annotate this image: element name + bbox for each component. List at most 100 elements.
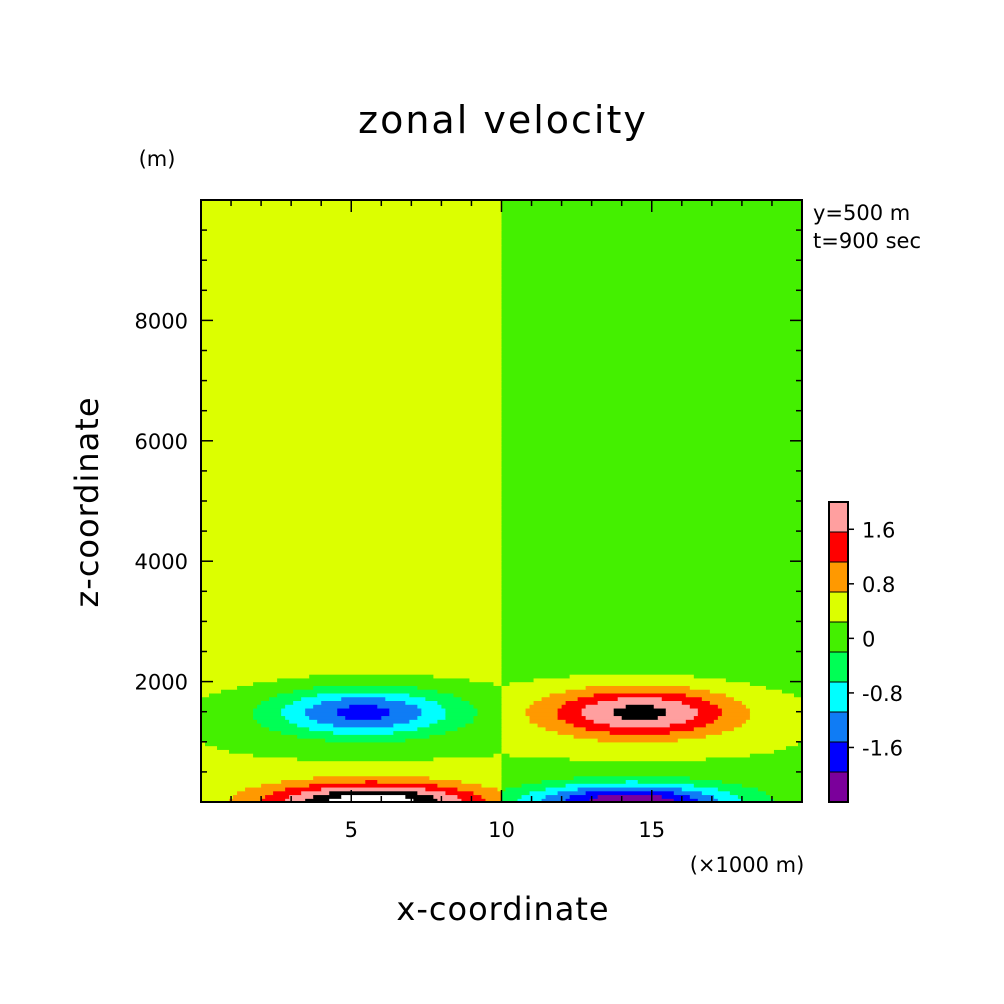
contour-band-cell xyxy=(501,741,799,747)
contour-band-cell xyxy=(637,779,723,784)
contour-band-cell xyxy=(765,790,802,796)
contour-band-cell xyxy=(501,557,802,562)
contour-band-cell xyxy=(501,531,802,536)
contour-band-cell xyxy=(501,290,802,295)
y-tick-label: 8000 xyxy=(135,309,188,333)
contour-band-cell xyxy=(497,786,503,792)
y-tick-label: 4000 xyxy=(135,550,188,574)
contour-band-cell xyxy=(201,715,254,720)
contour-band-cell xyxy=(501,403,802,408)
contour-band-cell xyxy=(201,572,503,577)
contour-band-cell xyxy=(501,572,802,577)
contour-band-cell xyxy=(501,414,802,419)
contour-band-cell xyxy=(393,722,430,728)
contour-band-cell xyxy=(261,783,310,788)
contour-band-cell xyxy=(305,707,338,713)
contour-band-cell xyxy=(541,696,579,702)
contour-band-cell xyxy=(305,798,330,802)
contour-band-cell xyxy=(501,485,802,491)
contour-band-cell xyxy=(501,342,802,348)
contour-band-cell xyxy=(501,640,802,645)
contour-band-cell xyxy=(501,388,802,393)
contour-band-cell xyxy=(201,267,503,273)
contour-band-cell xyxy=(717,715,751,720)
contour-band-cell xyxy=(201,226,503,231)
contour-band-cell xyxy=(473,790,503,796)
contour-band-cell xyxy=(621,715,659,720)
contour-band-cell xyxy=(201,252,503,258)
contour-band-cell xyxy=(201,786,246,792)
contour-band-cell xyxy=(457,726,503,732)
colorbar-tick-label: 0 xyxy=(862,627,875,651)
contour-band-cell xyxy=(201,696,270,702)
contour-band-cell xyxy=(201,617,503,622)
contour-band-cell xyxy=(741,798,775,802)
contour-band-cell xyxy=(501,226,802,231)
contour-band-cell xyxy=(329,790,418,796)
contour-band-cell xyxy=(201,534,503,540)
y-axis-label: z-coordinate xyxy=(68,396,106,607)
contour-band-cell xyxy=(745,719,802,724)
contour-band-cell xyxy=(533,677,727,683)
contour-band-cell xyxy=(253,753,495,758)
contour-band-cell xyxy=(501,696,543,702)
contour-band-cell xyxy=(569,756,707,762)
contour-band-cell xyxy=(673,790,703,796)
contour-band-cell xyxy=(501,711,527,717)
contour-band-cell xyxy=(201,523,503,528)
contour-band-cell xyxy=(201,309,503,314)
contour-band-cell xyxy=(573,775,691,781)
contour-band-cell xyxy=(421,707,447,713)
contour-band-cell xyxy=(201,324,503,329)
contour-band-cell xyxy=(201,730,282,735)
contour-band-cell xyxy=(337,707,390,713)
contour-band-cell xyxy=(501,331,802,337)
contour-band-cell xyxy=(501,749,775,754)
contour-band-cell xyxy=(201,421,503,427)
contour-band-cell xyxy=(201,410,503,416)
colorbar-segment xyxy=(828,621,849,653)
contour-band-cell xyxy=(597,700,683,705)
contour-band-cell xyxy=(501,580,802,585)
contour-band-cell xyxy=(201,531,503,536)
contour-band-cell xyxy=(201,215,503,220)
contour-band-cell xyxy=(501,489,802,495)
contour-band-cell xyxy=(501,786,507,792)
contour-band-cell xyxy=(501,508,802,513)
contour-band-cell xyxy=(565,719,595,724)
contour-band-cell xyxy=(201,501,503,506)
contour-band-cell xyxy=(441,704,475,709)
x-axis-label: x-coordinate xyxy=(396,890,609,928)
contour-band-cell xyxy=(201,279,503,284)
contour-band-cell xyxy=(589,798,675,802)
contour-band-cell xyxy=(201,734,298,739)
contour-band-cell xyxy=(201,576,503,581)
contour-band-cell xyxy=(709,700,743,705)
contour-band-cell xyxy=(581,711,615,717)
contour-band-cell xyxy=(201,327,503,333)
contour-band-cell xyxy=(685,692,727,698)
contour-band-cell xyxy=(501,677,535,683)
contour-band-cell xyxy=(501,726,547,732)
contour-band-cell xyxy=(501,418,802,423)
contour-band-cell xyxy=(501,734,575,739)
colorbar-segment xyxy=(828,651,849,683)
contour-band-cell xyxy=(501,373,802,378)
contour-band-cell xyxy=(201,335,503,340)
contour-band-cell xyxy=(713,719,747,724)
contour-band-cell xyxy=(585,715,623,720)
contour-band-cell xyxy=(429,734,503,739)
contour-band-cell xyxy=(665,711,699,717)
contour-band-cell xyxy=(545,726,587,732)
contour-band-cell xyxy=(201,433,503,438)
contour-band-cell xyxy=(501,263,802,269)
contour-band-cell xyxy=(217,745,503,750)
contour-band-cell xyxy=(709,689,783,694)
contour-band-cell xyxy=(773,798,802,802)
contour-band-cell xyxy=(501,233,802,239)
contour-band-cell xyxy=(501,248,802,254)
contour-band-cell xyxy=(201,489,503,495)
contour-band-cell xyxy=(501,704,531,709)
contour-band-cell xyxy=(201,256,503,261)
contour-band-cell xyxy=(201,538,503,543)
